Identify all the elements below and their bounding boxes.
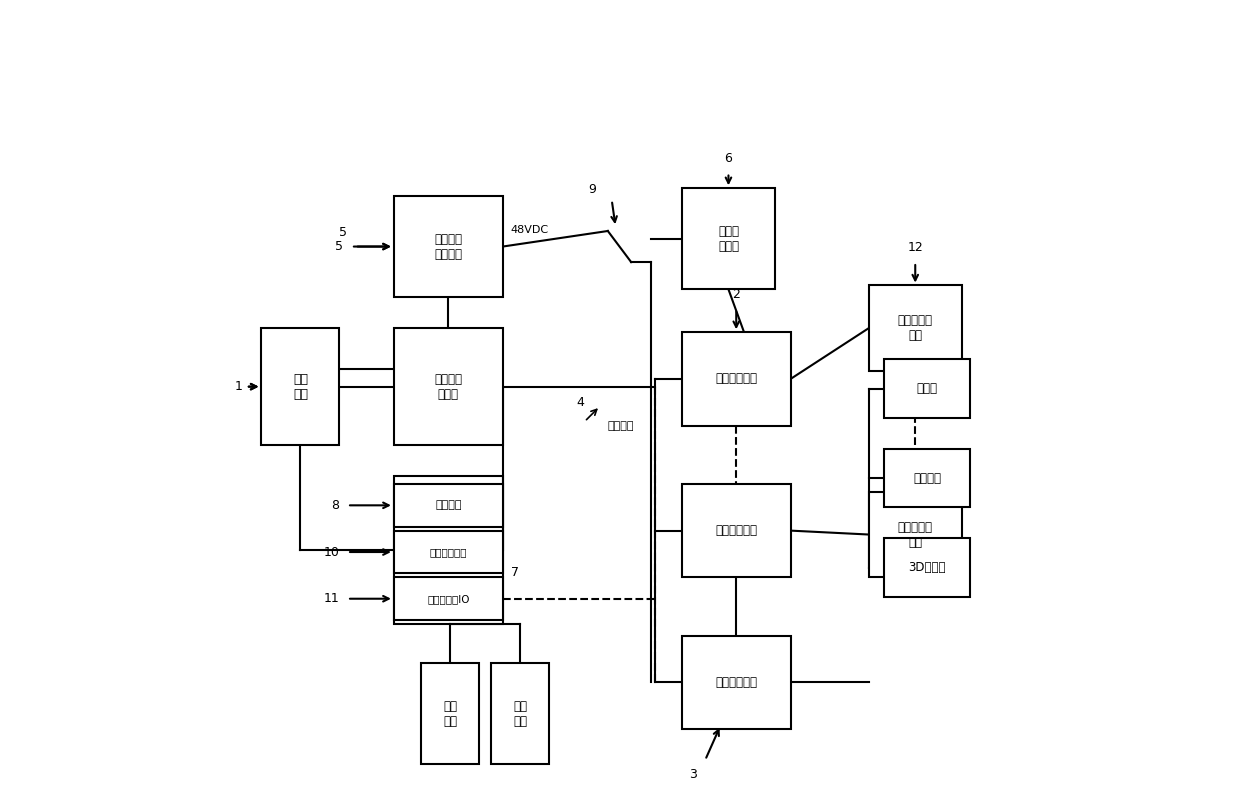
Text: 急停
信号: 急停 信号 bbox=[513, 699, 528, 728]
Text: 9: 9 bbox=[589, 183, 596, 196]
Text: 双冗余处理器: 双冗余处理器 bbox=[430, 547, 467, 557]
Text: 8: 8 bbox=[331, 498, 339, 512]
Text: 主控
制器: 主控 制器 bbox=[292, 373, 309, 400]
Text: 安全
装置: 安全 装置 bbox=[444, 699, 457, 728]
Bar bbox=[394, 196, 503, 298]
Bar bbox=[261, 328, 339, 445]
Text: 关节六驱动器: 关节六驱动器 bbox=[715, 524, 757, 537]
Text: 2: 2 bbox=[732, 288, 740, 301]
Text: 关节电机模
组六: 关节电机模 组六 bbox=[898, 520, 933, 549]
Bar bbox=[394, 328, 503, 445]
Text: 4: 4 bbox=[576, 396, 585, 409]
Text: 通信总线: 通信总线 bbox=[608, 421, 634, 430]
Text: 1: 1 bbox=[234, 380, 242, 393]
Text: 3: 3 bbox=[689, 768, 698, 781]
Bar bbox=[681, 332, 790, 425]
Bar bbox=[885, 449, 970, 507]
Bar bbox=[681, 484, 790, 577]
Text: 电动钻夹: 电动钻夹 bbox=[913, 472, 940, 484]
Text: 夹持器: 夹持器 bbox=[917, 382, 938, 395]
Text: 安全单元: 安全单元 bbox=[435, 500, 461, 510]
Bar bbox=[885, 360, 970, 418]
Text: 6: 6 bbox=[725, 152, 732, 165]
Text: 5: 5 bbox=[339, 226, 347, 239]
Text: 11: 11 bbox=[323, 592, 339, 605]
Bar bbox=[869, 286, 961, 371]
Text: 关节一驱动器: 关节一驱动器 bbox=[715, 372, 757, 385]
Bar bbox=[394, 476, 503, 624]
Text: 48VDC: 48VDC bbox=[510, 225, 549, 235]
Text: 扩展工具接口: 扩展工具接口 bbox=[715, 676, 757, 689]
Bar bbox=[681, 636, 790, 729]
Bar bbox=[491, 663, 549, 764]
Text: 能量回
放装置: 能量回 放装置 bbox=[717, 225, 738, 253]
Bar bbox=[394, 577, 503, 620]
Bar bbox=[394, 484, 503, 527]
Bar bbox=[885, 539, 970, 597]
Text: 5: 5 bbox=[336, 240, 343, 253]
Bar bbox=[681, 188, 776, 290]
Text: 低压直流
供电单元: 低压直流 供电单元 bbox=[435, 232, 462, 261]
Bar bbox=[421, 663, 479, 764]
Bar bbox=[394, 531, 503, 573]
Text: 7: 7 bbox=[510, 566, 519, 579]
Bar bbox=[869, 491, 961, 577]
Text: 3D摄像机: 3D摄像机 bbox=[908, 561, 945, 574]
Text: 关节电机模
组一: 关节电机模 组一 bbox=[898, 314, 933, 342]
Text: 动力学协
处理器: 动力学协 处理器 bbox=[435, 373, 462, 400]
Text: 10: 10 bbox=[323, 546, 339, 559]
Text: 双冗余安全IO: 双冗余安全IO bbox=[427, 593, 470, 604]
Text: 12: 12 bbox=[907, 241, 923, 254]
